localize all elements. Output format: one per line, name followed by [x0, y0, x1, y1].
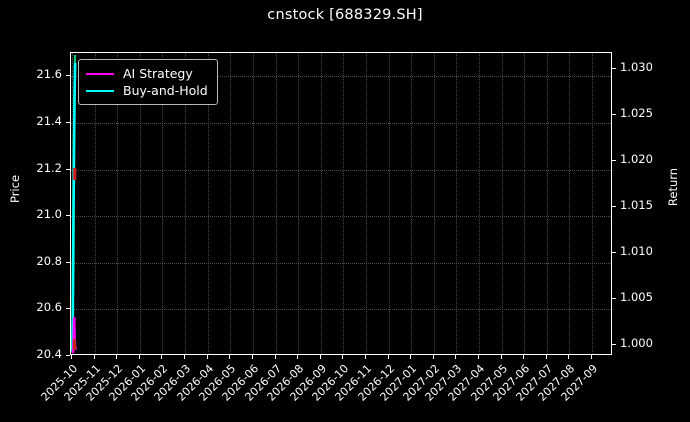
- y-axis-left-title: Price: [8, 174, 22, 204]
- buy-marker: [73, 339, 76, 350]
- y-axis-left-tick: [66, 308, 70, 310]
- y-axis-left-tick: [66, 355, 70, 356]
- x-axis-tick: [342, 355, 344, 359]
- x-axis-tick: [500, 355, 502, 359]
- sell-marker: [73, 168, 77, 180]
- y-axis-left-tick-label: 21.0: [36, 207, 62, 222]
- y-axis-right-tick: [612, 251, 616, 253]
- x-axis-tick: [184, 355, 186, 359]
- series-layer: [71, 53, 611, 354]
- y-axis-right-tick: [612, 297, 616, 299]
- gridline-vertical: [592, 53, 594, 354]
- gridline-vertical: [388, 53, 390, 354]
- gridline-vertical: [365, 53, 367, 354]
- x-axis-tick: [432, 355, 434, 359]
- page-title: cnstock [688329.SH]: [267, 7, 423, 23]
- y-axis-right-tick: [612, 67, 616, 69]
- y-axis-right-tick: [612, 205, 616, 207]
- x-axis-tick: [93, 355, 95, 359]
- gridline-vertical: [320, 53, 322, 354]
- y-axis-right-tick: [612, 113, 616, 115]
- y-axis-right-tick: [612, 343, 616, 345]
- legend-swatch-ai-strategy: [86, 72, 114, 75]
- x-axis-tick: [274, 355, 276, 359]
- legend-item[interactable]: AI Strategy: [86, 65, 208, 82]
- gridline-vertical: [456, 53, 458, 354]
- gridline-vertical: [343, 53, 345, 354]
- y-axis-left-tick-label: 21.4: [36, 113, 62, 128]
- gridline-vertical: [230, 53, 232, 354]
- gridline-horizontal: [71, 76, 611, 78]
- gridline-vertical: [546, 53, 548, 354]
- gridline-horizontal: [71, 309, 611, 311]
- x-axis-tick: [478, 355, 479, 359]
- gridline-vertical: [162, 53, 164, 354]
- gridline-horizontal: [71, 262, 611, 264]
- x-axis-tick: [251, 355, 253, 359]
- legend-swatch-buy-and-hold: [86, 89, 114, 92]
- x-axis-tick: [71, 355, 72, 359]
- x-axis-tick: [387, 355, 389, 359]
- gridline-vertical: [94, 53, 96, 354]
- x-axis-tick: [229, 355, 231, 359]
- plot-area: [70, 52, 612, 355]
- gridline-vertical: [501, 53, 503, 354]
- y-axis-left-tick: [66, 168, 70, 170]
- y-axis-right-tick-label: 1.005: [620, 289, 653, 304]
- x-axis-tick: [455, 355, 457, 359]
- gridline-vertical: [411, 53, 413, 354]
- gridline-vertical: [207, 53, 209, 354]
- y-axis-left-tick: [66, 261, 70, 263]
- legend-item[interactable]: Buy-and-Hold: [86, 82, 208, 99]
- y-axis-right-tick-label: 1.010: [620, 243, 653, 258]
- x-axis-tick: [523, 355, 525, 359]
- y-axis-left-tick-label: 21.6: [36, 67, 62, 82]
- x-axis-tick: [138, 355, 140, 359]
- y-axis-left-tick-label: 20.6: [36, 300, 62, 315]
- x-axis-tick: [591, 355, 593, 359]
- x-axis-tick: [206, 355, 208, 359]
- y-axis-left-tick-label: 21.2: [36, 160, 62, 175]
- y-axis-left-tick-label: 20.4: [36, 347, 62, 361]
- x-axis-tick: [297, 355, 299, 359]
- y-axis-left-tick: [66, 121, 70, 123]
- y-axis-left-tick: [66, 75, 70, 77]
- y-axis-right-tick-label: 1.015: [620, 197, 653, 212]
- gridline-vertical: [569, 53, 571, 354]
- y-axis-right-tick-label: 1.025: [620, 105, 653, 120]
- x-axis-tick: [364, 355, 366, 359]
- gridline-horizontal: [71, 122, 611, 124]
- y-axis-right-title: Return: [666, 167, 680, 207]
- gridline-vertical: [298, 53, 300, 354]
- y-axis-left-tick: [66, 215, 70, 217]
- y-axis-right-tick-label: 1.020: [620, 151, 653, 166]
- legend-label: Buy-and-Hold: [123, 83, 208, 98]
- x-axis-tick: [116, 355, 118, 359]
- gridline-vertical: [185, 53, 187, 354]
- y-axis-left-tick-label: 20.8: [36, 253, 62, 268]
- chart-legend: AI Strategy Buy-and-Hold: [78, 59, 218, 105]
- y-axis-right-tick: [612, 159, 616, 161]
- x-axis-tick: [161, 355, 163, 359]
- legend-label: AI Strategy: [123, 66, 193, 81]
- x-axis-tick: [568, 355, 570, 359]
- gridline-vertical: [275, 53, 277, 354]
- gridline-horizontal: [71, 169, 611, 171]
- series-buy-and-hold-line: [71, 62, 77, 351]
- gridline-vertical: [117, 53, 119, 354]
- y-axis-right-tick-label: 1.000: [620, 335, 653, 350]
- gridline-vertical: [479, 53, 480, 354]
- series-svg: [71, 54, 77, 354]
- gridline-vertical: [139, 53, 141, 354]
- y-axis-right-tick-label: 1.030: [620, 59, 653, 74]
- gridline-vertical: [524, 53, 526, 354]
- x-axis-tick: [410, 355, 412, 359]
- gridline-vertical: [433, 53, 435, 354]
- x-axis-tick: [545, 355, 547, 359]
- x-axis-tick: [319, 355, 321, 359]
- gridline-vertical: [252, 53, 254, 354]
- gridline-horizontal: [71, 216, 611, 218]
